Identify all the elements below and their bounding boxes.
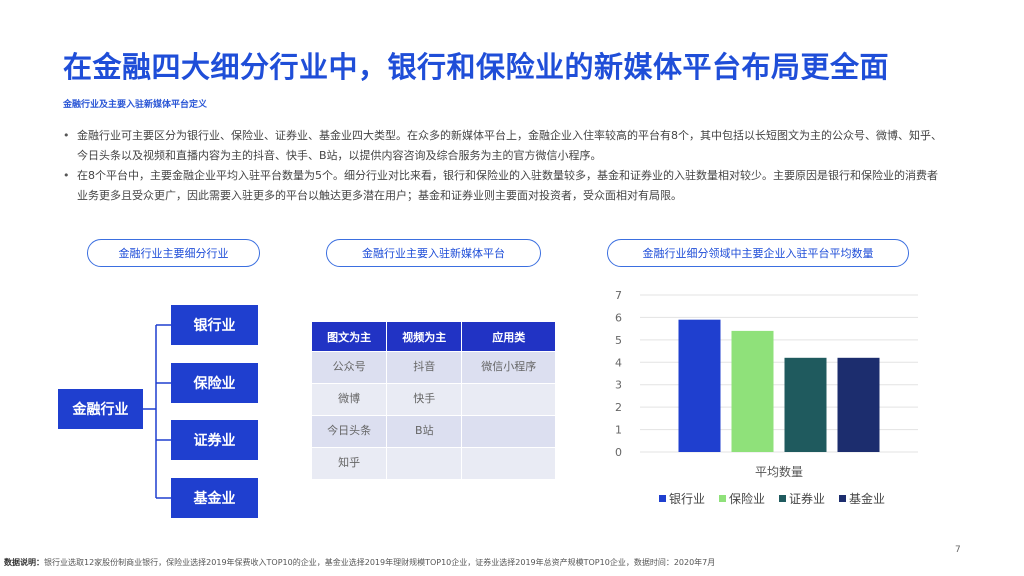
page-title: 在金融四大细分行业中，银行和保险业的新媒体平台布局更全面 [63,50,890,84]
y-tick-label: 7 [615,289,622,302]
table-cell [461,447,556,480]
tree-node-banking: 银行业 [171,305,258,345]
y-tick-label: 5 [615,334,622,347]
table-cell: 今日头条 [310,415,388,448]
legend-label: 基金业 [849,491,885,506]
x-axis-label: 平均数量 [755,464,803,479]
y-tick-label: 0 [615,446,622,459]
bullet-item: 在8个平台中，主要金融企业平均入驻平台数量为5个。细分行业对比来看，银行和保险业… [63,166,943,206]
tree-node-securities: 证券业 [171,420,258,460]
table-header: 视频为主 [386,321,463,352]
bar-2 [731,330,774,452]
table-cell: 抖音 [386,351,463,384]
bullet-item: 金融行业可主要区分为银行业、保险业、证券业、基金业四大类型。在众多的新媒体平台上… [63,126,943,166]
legend-label: 证券业 [789,491,825,506]
table-header-row: 图文为主 视频为主 应用类 [310,321,556,352]
y-tick-label: 6 [615,311,622,324]
table-cell [461,415,556,448]
page-number: 7 [955,545,961,555]
table-cell [386,447,463,480]
table-cell: 知乎 [310,447,388,480]
table-cell: 快手 [386,383,463,416]
y-tick-label: 4 [615,356,622,369]
y-tick-label: 1 [615,424,622,437]
bar-3 [784,357,827,452]
tree-root: 金融行业 [58,389,143,429]
page-subtitle: 金融行业及主要入驻新媒体平台定义 [63,100,208,110]
industry-panel-title: 金融行业主要细分行业 [87,239,260,267]
y-tick-label: 2 [615,401,622,414]
legend-swatch [779,495,786,502]
legend-swatch [839,495,846,502]
footnote: 数据说明：银行业选取12家股份制商业银行，保险业选择2019年保费收入TOP10… [4,557,715,568]
table-cell [461,383,556,416]
table-header: 图文为主 [310,321,388,352]
table-row: 公众号 抖音 微信小程序 [310,351,556,384]
table-cell: 微博 [310,383,388,416]
bar-1 [678,319,721,452]
platform-panel-title: 金融行业主要入驻新媒体平台 [326,239,541,267]
legend-swatch [659,495,666,502]
table-cell: 微信小程序 [461,351,556,384]
table-cell: 公众号 [310,351,388,384]
footnote-text: 银行业选取12家股份制商业银行，保险业选择2019年保费收入TOP10的企业，基… [44,558,716,567]
legend-label: 银行业 [669,492,705,506]
bullet-list: 金融行业可主要区分为银行业、保险业、证券业、基金业四大类型。在众多的新媒体平台上… [63,126,943,206]
chart-panel-title: 金融行业细分领域中主要企业入驻平台平均数量 [607,239,909,267]
footnote-label: 数据说明： [4,558,44,567]
legend-swatch [719,495,726,502]
legend-label: 保险业 [729,491,765,506]
table-row: 知乎 [310,447,556,480]
table-row: 微博 快手 [310,383,556,416]
table-header: 应用类 [461,321,556,352]
table-cell: B站 [386,415,463,448]
tree-node-funds: 基金业 [171,478,258,518]
bar-4 [837,357,880,452]
tree-node-insurance: 保险业 [171,363,258,403]
platform-table: 图文为主 视频为主 应用类 公众号 抖音 微信小程序 微博 快手 今日头条 B站… [310,321,556,480]
table-row: 今日头条 B站 [310,415,556,448]
y-tick-label: 3 [615,379,622,392]
